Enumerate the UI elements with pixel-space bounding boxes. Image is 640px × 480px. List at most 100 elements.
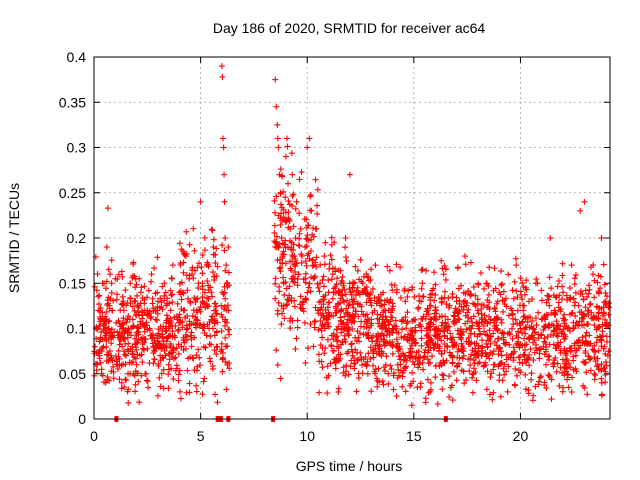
data-point [170, 346, 177, 353]
y-axis-label: SRMTID / TECUs [6, 183, 22, 293]
y-tick-label: 0.1 [67, 321, 87, 337]
data-point [200, 378, 207, 385]
data-point [135, 304, 142, 311]
data-point [316, 288, 323, 295]
data-point [199, 391, 206, 398]
data-point [354, 284, 361, 291]
data-point [121, 330, 128, 337]
data-point [99, 309, 106, 316]
data-point [184, 325, 191, 332]
data-point [320, 273, 327, 280]
data-point [151, 265, 158, 272]
data-point [431, 269, 438, 276]
data-point [209, 227, 216, 234]
data-point [119, 343, 126, 350]
data-point [101, 334, 108, 341]
data-point [570, 295, 577, 302]
data-point [329, 295, 336, 302]
data-point [192, 299, 199, 306]
data-point [175, 341, 182, 348]
data-point [108, 280, 115, 287]
data-point [208, 341, 215, 348]
data-point [419, 359, 426, 366]
data-point [597, 285, 604, 292]
data-point [559, 272, 566, 279]
data-point [332, 365, 339, 372]
data-point [568, 388, 575, 395]
data-point [157, 383, 164, 390]
data-point [402, 388, 409, 395]
data-point [218, 340, 225, 347]
data-point [368, 388, 375, 395]
data-point [137, 318, 144, 325]
data-point [91, 350, 98, 357]
data-point [315, 284, 322, 291]
data-point [535, 309, 542, 316]
data-point [125, 347, 132, 354]
data-point [218, 346, 225, 353]
y-tick-label: 0.3 [67, 140, 87, 156]
data-point [97, 359, 104, 366]
data-point [135, 311, 142, 318]
x-tick-label: 15 [406, 428, 422, 444]
data-point [219, 73, 226, 80]
data-point [179, 324, 186, 331]
data-point [346, 171, 353, 178]
data-point [167, 287, 174, 294]
data-point [292, 205, 299, 212]
data-point [149, 300, 156, 307]
data-point [204, 278, 211, 285]
data-point [175, 350, 182, 357]
data-point [110, 375, 117, 382]
data-point [313, 225, 320, 232]
data-point [103, 244, 110, 251]
data-point [190, 355, 197, 362]
data-point [132, 297, 139, 304]
data-point [314, 202, 321, 209]
data-point [109, 307, 116, 314]
data-point [113, 358, 120, 365]
data-point [213, 303, 220, 310]
data-point [559, 388, 566, 395]
data-point [532, 315, 539, 322]
data-point [190, 307, 197, 314]
data-point [567, 364, 574, 371]
data-point [271, 222, 278, 229]
data-point [222, 316, 229, 323]
data-point [359, 362, 366, 369]
data-point [192, 322, 199, 329]
data-point [193, 367, 200, 374]
data-point [579, 334, 586, 341]
data-point [342, 254, 349, 261]
data-point [224, 302, 231, 309]
data-point [225, 269, 232, 276]
data-point [272, 275, 279, 282]
data-point [288, 150, 295, 157]
data-point [117, 307, 124, 314]
data-point [429, 353, 436, 360]
data-point [176, 240, 183, 247]
data-point [445, 294, 452, 301]
data-point [321, 253, 328, 260]
data-point [418, 285, 425, 292]
data-point [418, 267, 425, 274]
data-point [490, 330, 497, 337]
data-point [163, 319, 170, 326]
data-point [456, 297, 463, 304]
y-tick-label: 0.4 [67, 49, 87, 65]
data-point [296, 242, 303, 249]
data-point [591, 376, 598, 383]
data-point [194, 309, 201, 316]
data-point [293, 335, 300, 342]
data-point [498, 352, 505, 359]
data-point [144, 378, 151, 385]
data-point [512, 382, 519, 389]
data-point [602, 350, 609, 357]
data-point [179, 318, 186, 325]
data-point [190, 225, 197, 232]
data-point [479, 337, 486, 344]
data-point [214, 319, 221, 326]
data-point [225, 244, 232, 251]
data-point [94, 271, 101, 278]
data-point [397, 264, 404, 271]
